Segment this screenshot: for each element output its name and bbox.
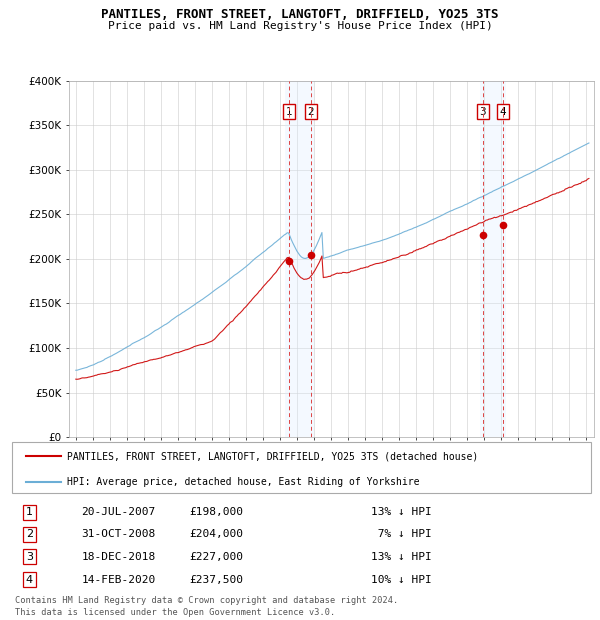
- Text: 4: 4: [499, 107, 506, 117]
- Bar: [480, 81, 506, 437]
- Bar: [285, 81, 314, 437]
- Text: Price paid vs. HM Land Registry's House Price Index (HPI): Price paid vs. HM Land Registry's House …: [107, 21, 493, 31]
- Text: 14-FEB-2020: 14-FEB-2020: [82, 575, 156, 585]
- Text: 3: 3: [26, 552, 33, 562]
- Text: 3: 3: [479, 107, 486, 117]
- Text: PANTILES, FRONT STREET, LANGTOFT, DRIFFIELD, YO25 3TS (detached house): PANTILES, FRONT STREET, LANGTOFT, DRIFFI…: [67, 451, 478, 461]
- Text: 2: 2: [26, 529, 33, 539]
- Text: 18-DEC-2018: 18-DEC-2018: [82, 552, 156, 562]
- Text: 1: 1: [26, 507, 33, 517]
- Text: Contains HM Land Registry data © Crown copyright and database right 2024.: Contains HM Land Registry data © Crown c…: [15, 596, 398, 606]
- Text: £198,000: £198,000: [190, 507, 244, 517]
- Text: £227,000: £227,000: [190, 552, 244, 562]
- Text: HPI: Average price, detached house, East Riding of Yorkshire: HPI: Average price, detached house, East…: [67, 477, 419, 487]
- Text: £204,000: £204,000: [190, 529, 244, 539]
- Text: PANTILES, FRONT STREET, LANGTOFT, DRIFFIELD, YO25 3TS: PANTILES, FRONT STREET, LANGTOFT, DRIFFI…: [101, 8, 499, 21]
- Text: 13% ↓ HPI: 13% ↓ HPI: [371, 507, 432, 517]
- Text: 4: 4: [26, 575, 33, 585]
- Text: 1: 1: [286, 107, 292, 117]
- Text: £237,500: £237,500: [190, 575, 244, 585]
- Text: This data is licensed under the Open Government Licence v3.0.: This data is licensed under the Open Gov…: [15, 608, 335, 617]
- Text: 13% ↓ HPI: 13% ↓ HPI: [371, 552, 432, 562]
- Text: 20-JUL-2007: 20-JUL-2007: [82, 507, 156, 517]
- Text: 7% ↓ HPI: 7% ↓ HPI: [371, 529, 432, 539]
- Text: 31-OCT-2008: 31-OCT-2008: [82, 529, 156, 539]
- Text: 2: 2: [307, 107, 314, 117]
- Text: 10% ↓ HPI: 10% ↓ HPI: [371, 575, 432, 585]
